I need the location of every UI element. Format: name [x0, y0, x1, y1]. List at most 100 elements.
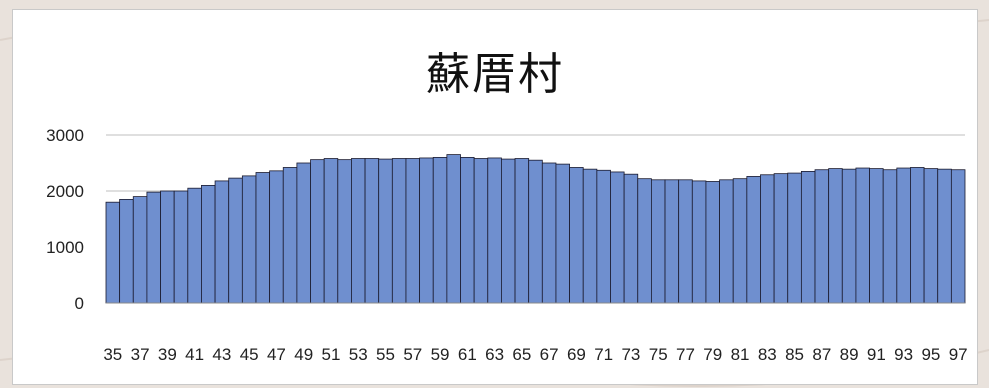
x-tick-label: 71	[594, 345, 613, 364]
bar	[105, 201, 121, 304]
bar	[828, 168, 843, 304]
x-tick-label: 63	[485, 345, 504, 364]
bar	[637, 178, 652, 304]
bar	[255, 172, 271, 304]
bar	[664, 179, 680, 304]
bar	[814, 169, 830, 304]
bar	[841, 168, 857, 304]
x-tick-label: 51	[322, 345, 341, 364]
bar	[678, 179, 693, 304]
bar	[160, 190, 175, 304]
chart-panel: 蘇厝村 0 1000 2000 3000 35 37 39 41 43 45 47 49 51 53 55 5…	[12, 9, 978, 385]
bar	[201, 184, 216, 304]
bar	[337, 159, 352, 304]
x-tick-label: 57	[403, 345, 422, 364]
bar	[310, 159, 325, 304]
x-tick-label: 85	[785, 345, 804, 364]
y-tick-label: 2000	[46, 182, 84, 201]
bar	[241, 175, 257, 304]
bar	[623, 173, 639, 304]
bar	[214, 180, 230, 304]
x-tick-label: 79	[703, 345, 722, 364]
bar	[487, 157, 502, 304]
bar	[582, 168, 598, 304]
bar-chart: 0 1000 2000 3000 35 37 39 41 43 45 47 49 51 53 55 57 59 6…	[46, 126, 967, 364]
bar	[800, 170, 816, 304]
bar	[228, 177, 243, 304]
x-tick-label: 55	[376, 345, 395, 364]
x-tick-label: 37	[131, 345, 150, 364]
bar	[419, 157, 434, 304]
x-tick-label: 47	[267, 345, 286, 364]
x-tick-label: 67	[540, 345, 559, 364]
bar	[132, 196, 148, 304]
bar	[923, 168, 939, 304]
x-tick-label: 49	[294, 345, 313, 364]
bar	[473, 158, 489, 304]
x-tick-label: 65	[512, 345, 531, 364]
bar	[296, 162, 311, 304]
bar	[555, 163, 570, 304]
bar	[173, 190, 189, 304]
x-tick-label: 87	[812, 345, 831, 364]
bar	[282, 167, 298, 304]
x-tick-label: 89	[840, 345, 859, 364]
bar	[351, 158, 366, 304]
bar	[882, 169, 898, 304]
x-tick-label: 39	[158, 345, 177, 364]
x-tick-label: 91	[867, 345, 886, 364]
bar	[719, 179, 734, 304]
x-tick-label: 61	[458, 345, 477, 364]
bar	[937, 168, 952, 304]
chart-title: 蘇厝村	[426, 49, 564, 100]
bar	[910, 167, 925, 304]
bar	[323, 158, 339, 304]
x-tick-label: 43	[212, 345, 231, 364]
x-tick-label: 45	[240, 345, 259, 364]
bar	[364, 158, 380, 304]
bar	[514, 158, 530, 304]
bar	[869, 168, 884, 304]
x-tick-label: 81	[731, 345, 750, 364]
bar	[760, 174, 775, 304]
bar	[746, 176, 761, 304]
bar	[541, 162, 557, 304]
bar	[405, 158, 421, 304]
bar	[610, 171, 625, 304]
y-tick-label: 1000	[46, 238, 84, 257]
x-tick-label: 53	[349, 345, 368, 364]
bar	[446, 154, 461, 304]
bar	[787, 172, 802, 304]
bar	[119, 198, 134, 304]
bar	[732, 178, 748, 304]
bar	[950, 169, 966, 304]
y-tick-label: 0	[75, 294, 84, 313]
x-tick-label: 41	[185, 345, 204, 364]
bar	[705, 181, 720, 304]
bar	[501, 158, 516, 304]
bar	[460, 156, 475, 304]
bar	[146, 191, 161, 304]
bar	[596, 169, 611, 304]
bar	[650, 179, 666, 304]
x-tick-label: 59	[431, 345, 450, 364]
bar	[269, 170, 284, 304]
bar	[691, 180, 707, 304]
bar	[432, 156, 448, 304]
bar	[773, 173, 789, 304]
x-tick-label: 69	[567, 345, 586, 364]
x-tick-label: 77	[676, 345, 695, 364]
y-tick-label: 3000	[46, 126, 84, 145]
bar	[896, 167, 911, 304]
bar	[569, 167, 584, 304]
x-tick-label: 95	[921, 345, 940, 364]
bar	[528, 159, 543, 304]
x-tick-label: 75	[649, 345, 668, 364]
bar	[187, 187, 202, 304]
bar	[391, 158, 407, 304]
x-tick-label: 83	[758, 345, 777, 364]
x-tick-label: 35	[103, 345, 122, 364]
bar	[855, 167, 870, 304]
bar	[378, 158, 393, 304]
x-tick-label: 93	[894, 345, 913, 364]
